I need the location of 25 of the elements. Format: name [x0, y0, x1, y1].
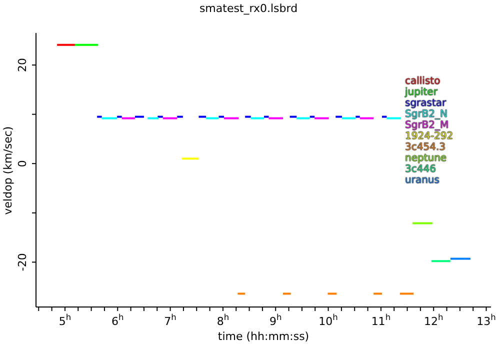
text: callisto	[405, 76, 442, 87]
y-tick-label: -20	[16, 253, 29, 272]
chart-title: smatest_rx0.lsbrd	[198, 2, 299, 15]
y-tick-label: 20	[16, 58, 29, 72]
text: jupiter	[405, 87, 438, 98]
text: 3c446	[405, 164, 437, 175]
text: sgrastar	[405, 98, 448, 109]
x-tick-label: 5$^{h}$	[58, 312, 72, 328]
y-axis-title: veldop (km/sec)	[2, 126, 15, 214]
x-tick-label: 6$^{h}$	[112, 312, 124, 328]
x-axis-title: time (hh:mm:ss)	[216, 330, 310, 343]
x-tick-label: 8$^{h}$	[216, 312, 230, 328]
text: neptune	[405, 153, 448, 164]
text: 1924-292	[405, 131, 454, 142]
x-tick-label: 10$^{h}$	[318, 312, 338, 328]
y-tick-label: 0	[16, 160, 29, 168]
x-tick-label: 7$^{h}$	[164, 312, 176, 328]
x-tick-label: 9$^{h}$	[269, 312, 282, 328]
x-tick-label: 12$^{h}$	[424, 312, 444, 328]
x-tick-label: 13$^{h}$	[476, 312, 496, 328]
text: SgrB2_N	[405, 109, 449, 120]
x-tick-label: 11$^{h}$	[371, 312, 391, 328]
text: 3c454.3	[405, 142, 446, 153]
text: SgrB2_M	[405, 120, 450, 131]
text: uranus	[405, 175, 440, 186]
